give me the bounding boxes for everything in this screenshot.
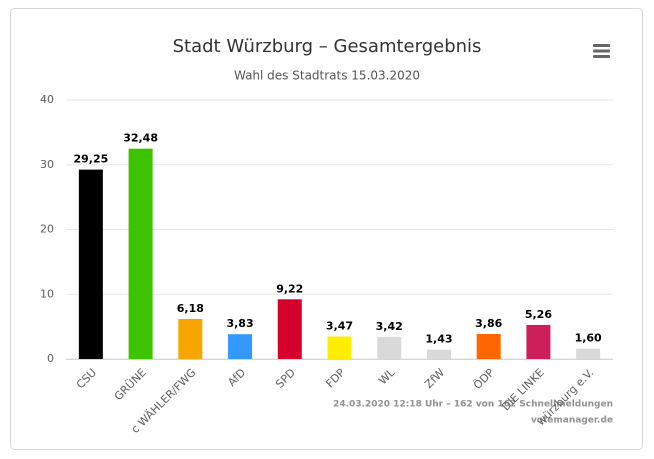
bar xyxy=(576,348,601,359)
credit: 24.03.2020 12:18 Uhr – 162 von 162 Schne… xyxy=(333,400,613,410)
bar xyxy=(327,336,352,359)
value-label: 1,43 xyxy=(425,333,452,346)
bar xyxy=(476,334,501,359)
value-label: 3,83 xyxy=(226,317,253,330)
value-label: 3,47 xyxy=(326,320,353,333)
bar xyxy=(128,148,153,359)
value-label: 1,60 xyxy=(575,332,602,345)
value-label: 5,26 xyxy=(525,308,552,321)
bar xyxy=(426,349,451,359)
value-label: 29,25 xyxy=(73,153,108,166)
value-label: 3,86 xyxy=(475,317,502,330)
y-tick-label: 30 xyxy=(40,158,54,171)
chart-title: Stadt Würzburg – Gesamtergebnis xyxy=(173,36,482,57)
y-tick-label: 20 xyxy=(40,223,54,236)
bar xyxy=(78,169,103,359)
credit[interactable]: votemanager.de xyxy=(531,416,613,426)
value-label: 9,22 xyxy=(276,282,303,295)
value-label: 32,48 xyxy=(123,132,158,145)
chart-subtitle: Wahl des Stadtrats 15.03.2020 xyxy=(234,69,420,83)
y-tick-label: 0 xyxy=(47,352,54,365)
y-tick-label: 40 xyxy=(40,93,54,106)
menu-button[interactable] xyxy=(593,44,610,58)
value-label: 6,18 xyxy=(177,302,204,315)
bar xyxy=(377,336,402,359)
bar xyxy=(178,318,203,359)
y-tick-label: 10 xyxy=(40,287,54,300)
bar xyxy=(228,334,253,359)
bar xyxy=(277,299,302,359)
bar xyxy=(526,324,551,359)
value-label: 3,42 xyxy=(376,320,403,333)
